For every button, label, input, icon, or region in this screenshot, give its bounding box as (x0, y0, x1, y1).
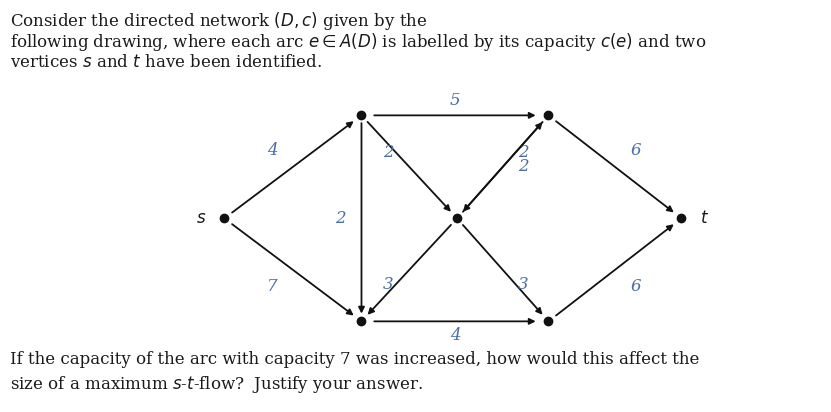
Text: 2: 2 (519, 144, 529, 161)
Text: 2: 2 (336, 210, 346, 227)
Text: size of a maximum $s$-$t$-flow?  Justify your answer.: size of a maximum $s$-$t$-flow? Justify … (10, 374, 423, 395)
Text: 6: 6 (631, 142, 641, 159)
Text: 6: 6 (631, 278, 641, 295)
Text: 4: 4 (267, 142, 278, 159)
Text: 3: 3 (383, 276, 394, 293)
Text: Consider the directed network $(D, c)$ given by the: Consider the directed network $(D, c)$ g… (10, 10, 427, 32)
Text: vertices $s$ and $t$ have been identified.: vertices $s$ and $t$ have been identifie… (10, 54, 322, 71)
Text: $s$: $s$ (196, 210, 206, 227)
Text: $t$: $t$ (700, 210, 709, 227)
Text: 2: 2 (383, 144, 394, 161)
Text: If the capacity of the arc with capacity 7 was increased, how would this affect : If the capacity of the arc with capacity… (10, 351, 700, 368)
Text: 5: 5 (450, 92, 460, 110)
Text: 7: 7 (267, 278, 278, 295)
Text: following drawing, where each arc $e \in A(D)$ is labelled by its capacity $c(e): following drawing, where each arc $e \in… (10, 31, 706, 53)
Text: 4: 4 (450, 327, 460, 344)
Text: 2: 2 (519, 158, 529, 176)
Text: 3: 3 (519, 276, 529, 293)
